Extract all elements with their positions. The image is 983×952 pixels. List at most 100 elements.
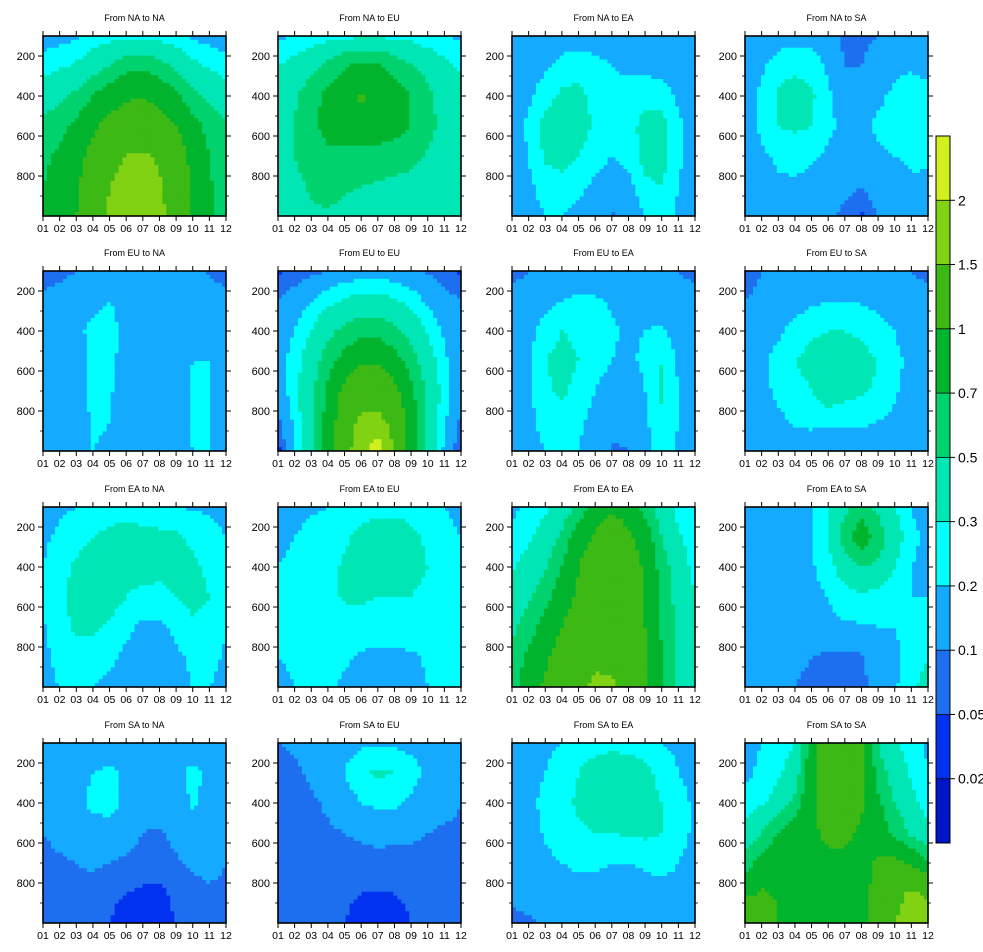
contour-cell bbox=[515, 67, 521, 72]
contour-cell bbox=[178, 79, 183, 84]
contour-cell bbox=[345, 192, 351, 198]
contour-cell bbox=[325, 79, 331, 84]
contour-cell bbox=[405, 36, 410, 41]
contour-cell bbox=[186, 172, 191, 178]
contour-cell bbox=[138, 47, 144, 53]
contour-cell bbox=[214, 63, 219, 68]
contour-cell bbox=[365, 79, 371, 84]
contour-cell bbox=[381, 94, 387, 100]
contour-cell bbox=[74, 71, 80, 76]
contour-cell bbox=[222, 126, 226, 131]
contour-cell bbox=[297, 43, 303, 49]
contour-cell bbox=[54, 161, 60, 166]
contour-cell bbox=[623, 43, 628, 49]
contour-cell bbox=[301, 129, 307, 135]
contour-cell bbox=[691, 59, 695, 64]
contour-cell bbox=[309, 133, 315, 139]
contour-cell bbox=[357, 106, 363, 111]
contour-cell bbox=[222, 67, 226, 72]
contour-cell bbox=[405, 79, 410, 84]
contour-cell bbox=[377, 55, 383, 61]
contour-cell bbox=[623, 59, 628, 64]
contour-cell bbox=[210, 192, 215, 198]
contour-cell bbox=[643, 71, 648, 76]
contour-cell bbox=[210, 184, 215, 190]
contour-cell bbox=[154, 75, 159, 80]
contour-cell bbox=[333, 141, 339, 147]
contour-cell bbox=[297, 200, 303, 205]
contour-cell bbox=[293, 47, 299, 53]
contour-cell bbox=[429, 172, 434, 178]
contour-cell bbox=[405, 114, 410, 119]
contour-cell bbox=[118, 200, 124, 205]
contour-cell bbox=[317, 94, 323, 100]
contour-cell bbox=[373, 106, 379, 111]
contour-cell bbox=[122, 106, 128, 111]
contour-cell bbox=[385, 67, 390, 72]
contour-cell bbox=[66, 157, 72, 162]
contour-cell bbox=[369, 157, 375, 162]
contour-cell bbox=[377, 59, 383, 64]
contour-cell bbox=[627, 39, 632, 45]
contour-cell bbox=[425, 129, 430, 135]
contour-cell bbox=[82, 63, 88, 68]
contour-cell bbox=[433, 90, 438, 96]
contour-cell bbox=[373, 43, 379, 49]
contour-cell bbox=[198, 137, 203, 143]
contour-cell bbox=[453, 51, 458, 57]
contour-cell bbox=[198, 212, 203, 216]
contour-cell bbox=[325, 149, 331, 154]
contour-cell bbox=[210, 180, 215, 186]
contour-cell bbox=[210, 110, 215, 115]
contour-cell bbox=[341, 122, 347, 127]
contour-cell bbox=[365, 36, 371, 41]
contour-cell bbox=[595, 39, 601, 45]
contour-cell bbox=[433, 114, 438, 119]
contour-cell bbox=[102, 137, 108, 143]
contour-cell bbox=[62, 126, 68, 131]
contour-cell bbox=[345, 43, 351, 49]
contour-cell bbox=[373, 129, 379, 135]
contour-cell bbox=[150, 43, 155, 49]
contour-cell bbox=[381, 67, 387, 72]
contour-cell bbox=[130, 79, 136, 84]
contour-cell bbox=[126, 106, 132, 111]
contour-cell bbox=[142, 110, 148, 115]
contour-cell bbox=[50, 141, 56, 147]
contour-cell bbox=[425, 180, 430, 186]
contour-cell bbox=[433, 188, 438, 194]
contour-cell bbox=[86, 43, 92, 49]
contour-cell bbox=[457, 145, 461, 151]
contour-cell bbox=[305, 114, 311, 119]
contour-cell bbox=[154, 137, 159, 143]
contour-cell bbox=[278, 126, 283, 131]
contour-cell bbox=[134, 63, 140, 68]
contour-cell bbox=[619, 79, 624, 84]
contour-cell bbox=[186, 126, 191, 131]
contour-cell bbox=[74, 184, 80, 190]
contour-cell bbox=[293, 126, 299, 131]
contour-cell bbox=[218, 176, 223, 182]
contour-cell bbox=[365, 39, 371, 45]
contour-cell bbox=[369, 86, 375, 92]
contour-cell bbox=[429, 39, 434, 45]
contour-cell bbox=[663, 43, 668, 49]
contour-cell bbox=[130, 67, 136, 72]
contour-cell bbox=[583, 86, 589, 92]
contour-cell bbox=[587, 67, 593, 72]
contour-cell bbox=[142, 75, 148, 80]
contour-cell bbox=[325, 161, 331, 166]
contour-cell bbox=[94, 55, 100, 61]
contour-cell bbox=[365, 94, 371, 100]
contour-cell bbox=[531, 82, 537, 88]
contour-cell bbox=[150, 67, 155, 72]
contour-cell bbox=[595, 75, 601, 80]
contour-cell bbox=[222, 71, 226, 76]
contour-cell bbox=[126, 165, 132, 170]
contour-cell bbox=[317, 192, 323, 198]
contour-cell bbox=[178, 55, 183, 61]
contour-cell bbox=[519, 47, 525, 53]
contour-cell bbox=[425, 90, 430, 96]
contour-cell bbox=[285, 172, 291, 178]
contour-cell bbox=[607, 63, 613, 68]
